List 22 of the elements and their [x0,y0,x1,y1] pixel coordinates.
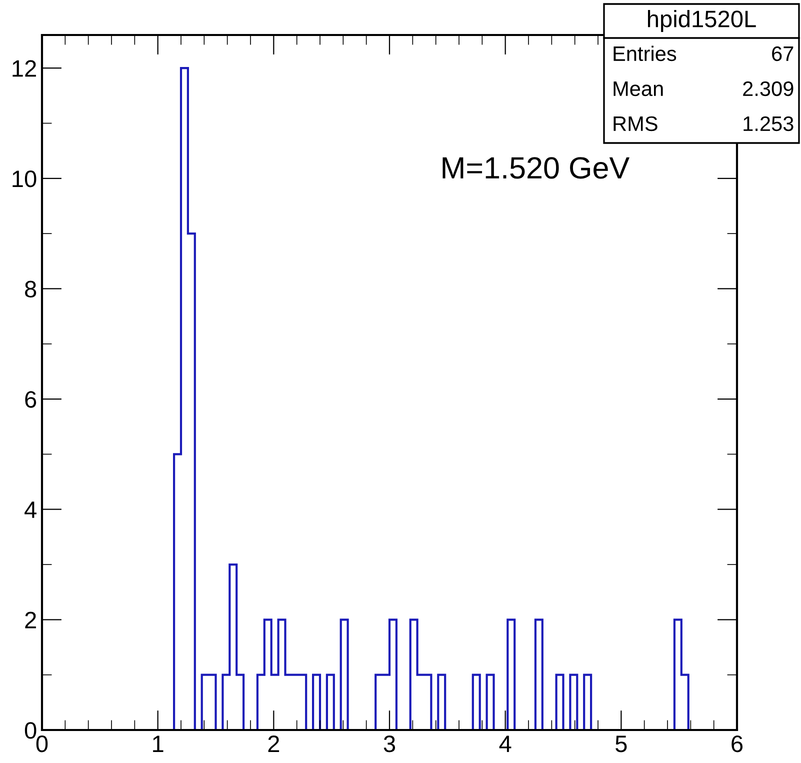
text: 1.253 [744,116,794,132]
y-tick-label: 6 [25,391,36,408]
y-tick-label: 0 [24,722,36,739]
annotation: Entries [614,46,676,62]
annotation: M=1.520 GeV [442,157,630,179]
text: 67 [772,46,794,62]
x-tick-label: 4 [499,736,512,752]
annotation: RMS [614,116,658,132]
y-tick-label: 10 [12,170,36,188]
x-tick-label: 2 [268,735,280,752]
y-tick-label: 12 [12,60,36,77]
x-tick-label: 3 [384,735,396,752]
text: 2.309 [743,81,794,96]
y-tick-label: 8 [25,280,36,298]
annotation: Mean [614,82,663,96]
x-tick-label: 6 [732,735,743,752]
text: hpid1520L [648,10,756,32]
x-tick-label: 0 [36,735,48,752]
y-tick-label: 4 [24,502,36,518]
y-tick-label: 2 [25,612,36,628]
x-tick-label: 1 [153,736,164,752]
x-tick-label: 5 [616,736,627,752]
